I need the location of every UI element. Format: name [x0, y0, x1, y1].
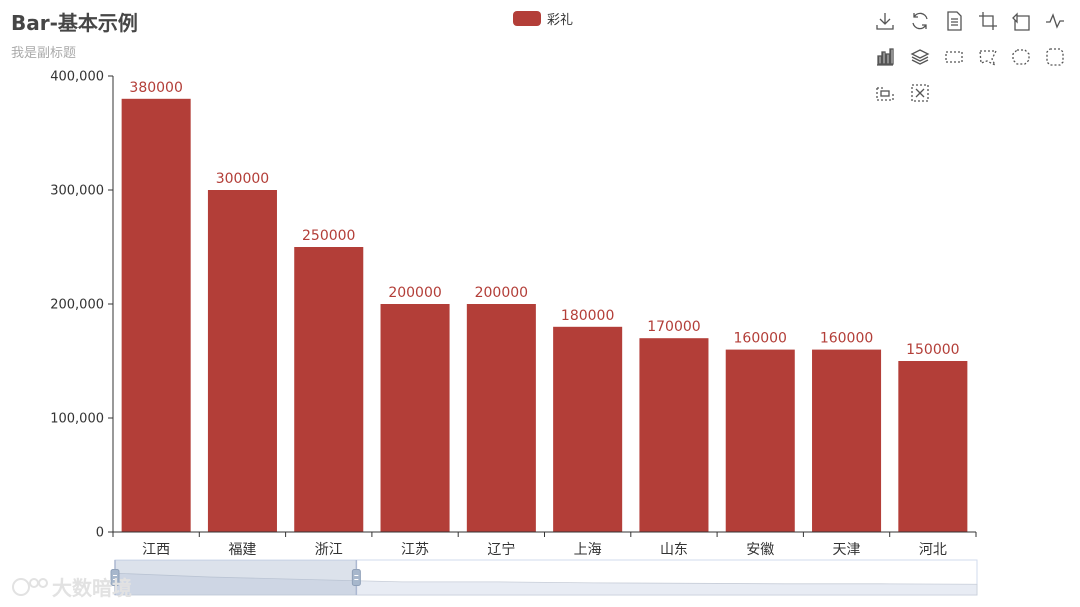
- x-tick-label: 江西: [142, 542, 170, 558]
- y-axis: 0 100,000 200,000 300,000 400,000: [50, 70, 114, 541]
- y-tick-label: 200,000: [50, 298, 104, 313]
- refresh-icon[interactable]: [909, 10, 931, 32]
- x-tick-label: 河北: [919, 542, 947, 558]
- zoom-back-icon[interactable]: [1010, 10, 1032, 32]
- bar-data-label: 170000: [647, 319, 700, 335]
- clear-brush-icon[interactable]: [909, 82, 931, 104]
- stack-icon[interactable]: [909, 46, 931, 68]
- bar-data-label: 380000: [129, 80, 182, 96]
- y-tick-label: 400,000: [50, 70, 104, 85]
- zoom-icon[interactable]: [977, 10, 999, 32]
- bars: 380000 300000 250000 200000 200000 180000 1700…: [121, 80, 968, 533]
- x-tick-label: 辽宁: [487, 541, 515, 558]
- watermark-text: 大数暗境: [52, 576, 132, 600]
- x-tick-label: 山东: [660, 542, 688, 558]
- legend-label: 彩礼: [547, 13, 574, 28]
- bar-data-label: 150000: [906, 342, 959, 358]
- bar-data-label: 300000: [216, 171, 269, 187]
- x-tick-label: 安徽: [746, 542, 774, 558]
- datazoom-slider: [110, 559, 978, 596]
- bar: [812, 349, 882, 532]
- bar: [380, 304, 450, 532]
- y-tick-label: 0: [96, 526, 104, 541]
- rect-select-icon[interactable]: [943, 46, 965, 68]
- chart-subtitle: 我是副标题: [11, 46, 77, 61]
- x-tick-label: 福建: [228, 542, 256, 558]
- x-tick-label: 浙江: [315, 542, 343, 558]
- bar: [207, 190, 277, 532]
- download-icon[interactable]: [874, 10, 896, 32]
- clear-select-icon[interactable]: [1044, 46, 1066, 68]
- bar-chart-icon[interactable]: [874, 46, 896, 68]
- keep-select-icon[interactable]: [1010, 46, 1032, 68]
- bar: [898, 361, 968, 532]
- brush-icon[interactable]: [874, 82, 896, 104]
- legend-item-caili[interactable]: 彩礼: [513, 9, 573, 28]
- datazoom-handle-start[interactable]: [110, 560, 120, 595]
- x-axis: 江西 福建 浙江 江苏 辽宁 上海 山东 安徽 天津 河北: [112, 531, 977, 558]
- bar-data-label: 180000: [561, 308, 614, 324]
- bar-data-label: 160000: [820, 331, 873, 347]
- x-tick-label: 天津: [833, 542, 861, 558]
- legend-swatch: [513, 11, 541, 26]
- watermark-logo-icon: [12, 577, 48, 596]
- y-tick-label: 300,000: [50, 184, 104, 199]
- bar: [725, 349, 795, 532]
- watermark: 大数暗境: [12, 572, 132, 601]
- bar: [553, 326, 623, 532]
- data-view-icon[interactable]: [943, 10, 965, 32]
- datazoom-handle-end[interactable]: [351, 560, 361, 595]
- bar-data-label: 250000: [302, 228, 355, 244]
- x-tick-label: 上海: [574, 542, 602, 558]
- bar: [121, 98, 191, 533]
- bar: [466, 304, 536, 532]
- bar-data-label: 200000: [475, 285, 528, 301]
- datazoom-shadow: [114, 572, 978, 596]
- bar: [294, 247, 364, 532]
- polygon-select-icon[interactable]: [977, 46, 999, 68]
- datazoom-selection[interactable]: [115, 560, 357, 595]
- bar-data-label: 200000: [388, 285, 441, 301]
- line-chart-icon[interactable]: [1044, 10, 1066, 32]
- chart-title: Bar-基本示例: [11, 11, 138, 35]
- y-tick-label: 100,000: [50, 412, 104, 427]
- x-tick-label: 江苏: [401, 542, 429, 558]
- bar: [639, 338, 709, 532]
- bar-data-label: 160000: [734, 331, 787, 347]
